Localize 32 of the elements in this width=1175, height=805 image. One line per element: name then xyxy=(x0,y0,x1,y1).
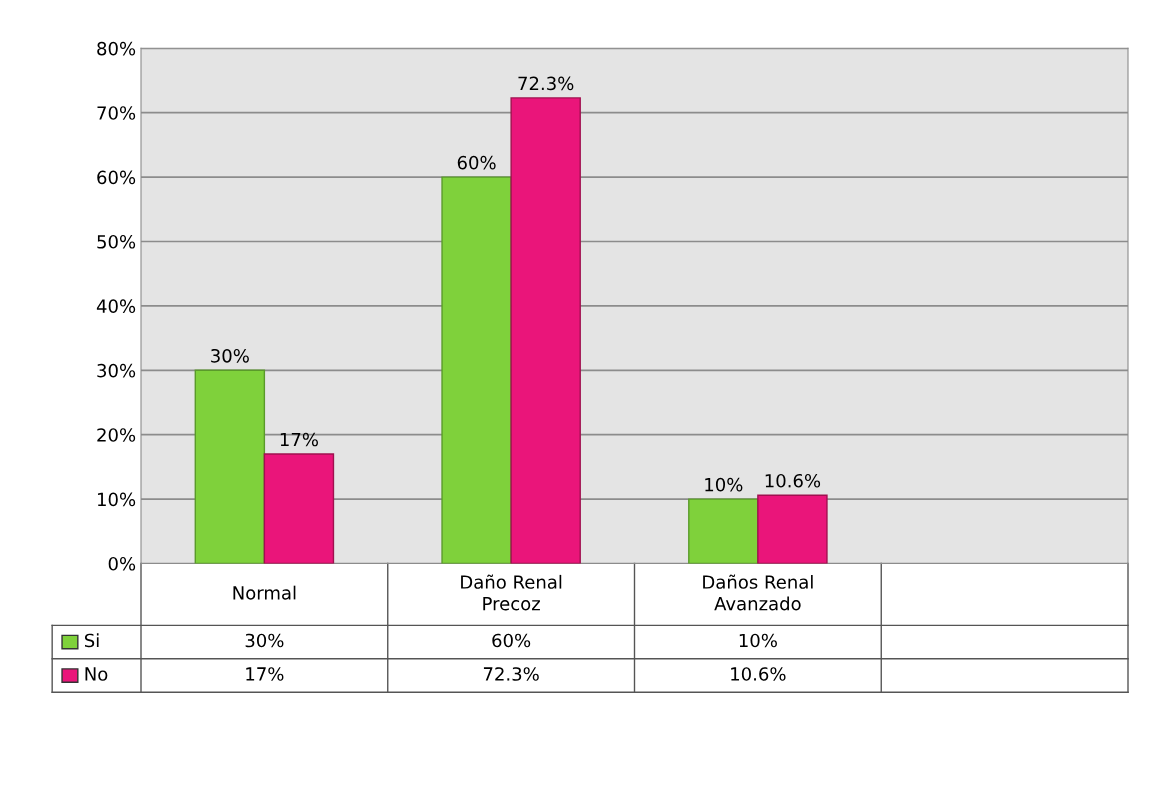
y-tick-label: 10% xyxy=(97,492,136,507)
bar xyxy=(263,453,335,564)
text: 10% xyxy=(705,477,743,492)
y-tick-label: 70% xyxy=(97,106,136,120)
data-label: 17% xyxy=(246,667,284,681)
text: 10.6% xyxy=(765,473,821,488)
y-tick-label: 60% xyxy=(97,170,136,185)
bar xyxy=(194,369,266,564)
y-tick-label: 50% xyxy=(97,234,136,249)
x-tick-label: Normal xyxy=(233,585,296,600)
bar xyxy=(757,494,828,564)
y-tick-label: 40% xyxy=(96,299,136,314)
text: 30% xyxy=(211,348,249,363)
text: 60% xyxy=(457,155,496,170)
x-tick-label: Daño Renal Precoz xyxy=(461,574,562,611)
x-tick-label: Daños Renal Avanzado xyxy=(703,574,813,611)
y-tick-label: 20% xyxy=(97,428,136,442)
data-label: 10% xyxy=(739,633,777,648)
text: 72.3% xyxy=(518,76,574,91)
data-label: 60% xyxy=(492,633,531,648)
y-tick-label: 30% xyxy=(97,363,136,378)
legend-label: No xyxy=(85,667,108,681)
text: 17% xyxy=(280,432,318,447)
bar xyxy=(688,498,759,564)
bar xyxy=(510,97,581,564)
y-tick-label: 80% xyxy=(97,41,136,56)
data-label: 30% xyxy=(245,633,284,648)
bar xyxy=(441,176,512,564)
y-tick-label: 0% xyxy=(108,556,136,571)
data-label: 10.6% xyxy=(731,667,786,681)
legend-label: Si xyxy=(84,633,99,648)
data-label: 72.3% xyxy=(483,667,539,681)
